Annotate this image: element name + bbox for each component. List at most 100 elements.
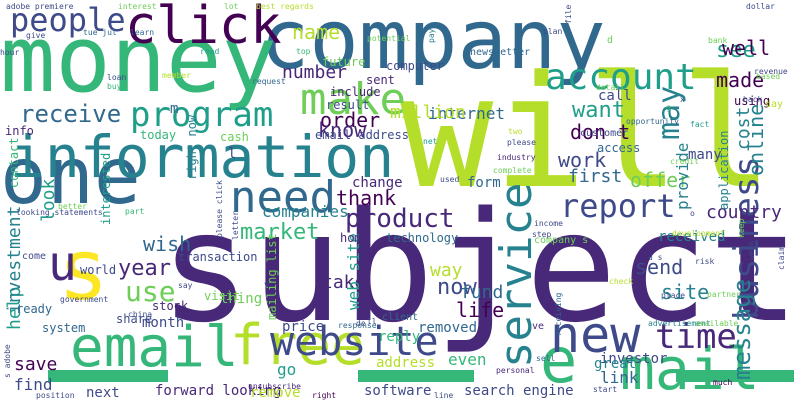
cloud-word: lot (224, 2, 239, 11)
cloud-word: l (228, 146, 237, 162)
cloud-word: account (545, 57, 697, 98)
cloud-word: service (491, 182, 542, 368)
highlight-bar (676, 370, 794, 382)
cloud-word: buy (107, 82, 122, 91)
cloud-word: mail (620, 335, 760, 400)
cloud-word: bank (708, 36, 728, 45)
cloud-word: forward looking (155, 383, 282, 399)
cloud-word: call (598, 88, 632, 104)
cloud-word: need (230, 172, 336, 223)
cloud-word: system (42, 321, 86, 335)
cloud-word: s (58, 221, 109, 319)
cloud-word: letter (231, 211, 240, 240)
cloud-word: info (5, 124, 34, 138)
cloud-word: dollar (746, 2, 775, 11)
highlight-bar (358, 370, 474, 382)
cloud-word: email (70, 315, 239, 380)
cloud-word: file (564, 4, 573, 24)
cloud-word: today (140, 128, 177, 142)
cloud-word: don t (570, 120, 631, 144)
cloud-word: s adobe (3, 344, 12, 378)
cloud-word: next (86, 385, 120, 400)
cloud-word: removed (418, 320, 478, 336)
cloud-word: cost (733, 106, 754, 150)
cloud-word: application (717, 130, 731, 210)
cloud-word: back (743, 95, 763, 104)
cloud-word: available (695, 319, 739, 328)
cloud-word: read (200, 47, 220, 56)
cloud-word: detail (596, 83, 625, 92)
cloud-word: one (0, 132, 141, 222)
cloud-word: m (170, 101, 179, 117)
cloud-word: client (382, 312, 419, 323)
cloud-word: thank (336, 186, 397, 210)
cloud-word: contact (7, 137, 21, 188)
cloud-word: check (609, 277, 634, 286)
cloud-word: change (352, 175, 403, 191)
cloud-word: future (322, 55, 366, 69)
cloud-word: much (713, 378, 733, 387)
cloud-word: see (716, 38, 756, 63)
cloud-word: visit (204, 289, 241, 303)
cloud-word: top (296, 47, 311, 56)
cloud-word: make (300, 74, 406, 125)
cloud-word: step (532, 230, 552, 239)
cloud-word: company s (534, 235, 589, 246)
cloud-word: will (400, 42, 774, 223)
cloud-word: million (390, 102, 466, 123)
cloud-word: new (550, 306, 641, 364)
cloud-word: china (128, 310, 153, 319)
cloud-word: number (282, 62, 348, 83)
cloud-word: received (658, 229, 726, 245)
cloud-word: development (672, 229, 725, 238)
cloud-word: cash (220, 130, 249, 144)
cloud-word: form (467, 175, 501, 191)
cloud-word: personal (496, 366, 535, 375)
cloud-word: unsubscribe (248, 382, 301, 391)
cloud-word: sent (366, 73, 395, 87)
cloud-word: way (430, 260, 463, 281)
cloud-word: subject (159, 179, 800, 356)
cloud-word: using (734, 94, 771, 108)
cloud-word: two (508, 127, 523, 136)
cloud-word: v (264, 280, 269, 289)
cloud-word: potential (367, 34, 411, 43)
cloud-word: right now (185, 114, 199, 180)
cloud-word: position (36, 391, 75, 400)
cloud-word: result (326, 98, 370, 112)
cloud-word: month (142, 315, 185, 331)
cloud-word: based (756, 72, 781, 81)
cloud-word: world (80, 263, 117, 277)
cloud-word: g (666, 103, 671, 112)
cloud-word: go (277, 360, 297, 379)
cloud-word: great (594, 356, 637, 372)
cloud-word: de (356, 319, 366, 328)
cloud-word: save (14, 354, 58, 375)
cloud-word: start (593, 385, 618, 394)
cloud-word: place (661, 291, 686, 300)
cloud-word: information (10, 123, 395, 191)
cloud-word: click (125, 0, 282, 56)
cloud-word: say (178, 281, 193, 290)
cloud-word: may (652, 85, 687, 140)
cloud-word: loan (107, 73, 127, 82)
cloud-word: receive (20, 100, 122, 128)
cloud-word: even (448, 350, 487, 369)
cloud-word: company (260, 0, 606, 88)
cloud-word: request (252, 77, 286, 86)
cloud-word: name (292, 20, 341, 44)
cloud-word: internet (428, 104, 506, 123)
cloud-word: money (0, 6, 277, 113)
highlight-bar (48, 370, 168, 382)
cloud-word: sell (536, 354, 556, 363)
cloud-word: order (320, 108, 381, 132)
cloud-word: risk (695, 257, 715, 266)
cloud-word: transaction (178, 250, 258, 264)
cloud-word: wish (143, 232, 192, 256)
cloud-word: well (722, 36, 771, 60)
cloud-word: stock (152, 299, 189, 313)
cloud-word: please click (215, 180, 224, 238)
cloud-word: report (560, 187, 676, 225)
cloud-word: share (116, 312, 153, 326)
